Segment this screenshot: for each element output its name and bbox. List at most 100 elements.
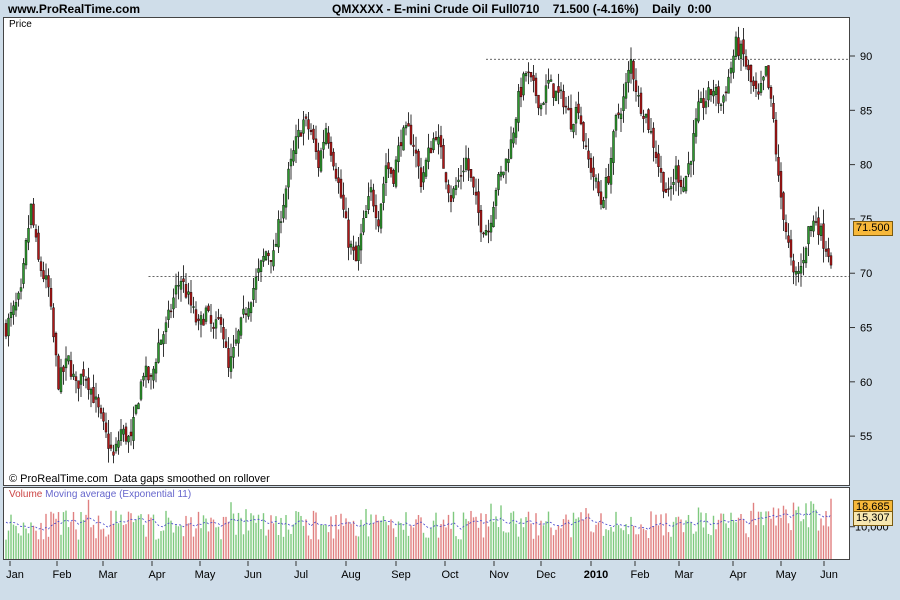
candle-body bbox=[149, 375, 153, 377]
candle-body bbox=[762, 76, 765, 81]
candle-body bbox=[529, 72, 533, 78]
volume-bar bbox=[272, 523, 275, 559]
volume-bar bbox=[757, 511, 760, 559]
volume-bar bbox=[347, 521, 350, 559]
candle-body bbox=[522, 73, 525, 96]
candle-body bbox=[829, 255, 833, 266]
candle-body bbox=[127, 435, 130, 443]
x-tick-label: Nov bbox=[489, 569, 509, 581]
candle-body bbox=[592, 167, 595, 178]
candle-body bbox=[457, 179, 460, 183]
volume-bar bbox=[815, 509, 817, 559]
candle-body bbox=[429, 147, 433, 154]
volume-bar bbox=[795, 510, 797, 559]
candle-body bbox=[42, 270, 45, 280]
volume-bar bbox=[390, 519, 392, 559]
volume-bar bbox=[142, 524, 145, 559]
volume-bar bbox=[742, 519, 745, 559]
candle-body bbox=[684, 176, 688, 192]
candle-body bbox=[292, 150, 295, 162]
volume-bar bbox=[22, 522, 25, 559]
candle-body bbox=[132, 417, 135, 441]
candle-body bbox=[597, 181, 600, 194]
candle-body bbox=[112, 451, 115, 456]
candle-body bbox=[172, 297, 175, 310]
candle-body bbox=[469, 169, 473, 178]
candle-body bbox=[719, 104, 723, 106]
candle-body bbox=[662, 172, 665, 192]
candle-body bbox=[574, 107, 578, 124]
volume-bar bbox=[605, 529, 607, 559]
volume-bar bbox=[777, 508, 780, 559]
candle-body bbox=[579, 115, 583, 125]
candle-body bbox=[824, 248, 828, 252]
candle-body bbox=[472, 176, 475, 188]
volume-bar bbox=[275, 516, 277, 559]
volume-bar bbox=[37, 539, 40, 559]
volume-bar bbox=[455, 536, 457, 559]
candle-body bbox=[409, 124, 413, 145]
candle-body bbox=[809, 226, 813, 231]
volume-bar bbox=[590, 531, 592, 559]
volume-bar bbox=[532, 538, 535, 559]
candle-body bbox=[192, 306, 195, 308]
candle-body bbox=[544, 85, 548, 103]
volume-bar bbox=[372, 523, 375, 559]
candle-body bbox=[239, 317, 243, 336]
candle-body bbox=[419, 167, 423, 188]
candle-body bbox=[624, 82, 628, 99]
volume-bar bbox=[560, 528, 562, 559]
volume-bar bbox=[382, 516, 385, 559]
volume-bar bbox=[62, 512, 65, 559]
candle-body bbox=[799, 265, 803, 274]
candle-body bbox=[604, 177, 608, 199]
volume-bar bbox=[67, 527, 70, 559]
candle-body bbox=[749, 65, 753, 83]
candle-body bbox=[524, 73, 528, 77]
volume-bar bbox=[717, 519, 720, 559]
volume-bar bbox=[160, 531, 162, 559]
volume-bar bbox=[740, 513, 742, 559]
x-tick-label: Feb bbox=[53, 569, 72, 581]
volume-bar bbox=[235, 534, 237, 559]
volume-bar bbox=[170, 520, 172, 559]
candle-body bbox=[357, 245, 360, 261]
volume-bar bbox=[782, 505, 785, 559]
candle-body bbox=[257, 268, 260, 273]
volume-bar bbox=[650, 511, 652, 559]
ema-label: Moving average (Exponential 11) bbox=[42, 489, 192, 500]
candle-body bbox=[162, 334, 165, 345]
x-tick-label: Jan bbox=[6, 569, 24, 581]
candle-body bbox=[37, 232, 40, 260]
candle-body bbox=[289, 158, 293, 167]
candle-body bbox=[69, 360, 73, 377]
candle-body bbox=[384, 165, 388, 183]
candle-body bbox=[279, 221, 283, 223]
candle-body bbox=[479, 209, 483, 233]
candle-body bbox=[387, 162, 390, 170]
volume-bar bbox=[42, 539, 45, 559]
candle-body bbox=[827, 248, 830, 257]
candle-body bbox=[262, 255, 265, 262]
volume-bar bbox=[587, 513, 590, 559]
site-name: www.ProRealTime.com bbox=[8, 2, 141, 16]
volume-bar bbox=[50, 511, 52, 559]
candle-body bbox=[72, 373, 75, 377]
volume-bar bbox=[110, 510, 112, 559]
price-tick-label: 65 bbox=[860, 323, 872, 335]
volume-bar bbox=[675, 517, 677, 559]
volume-bar bbox=[785, 509, 787, 559]
candle-body bbox=[482, 232, 485, 235]
volume-bar bbox=[465, 518, 467, 559]
volume-bar bbox=[732, 519, 735, 559]
candle-body bbox=[364, 211, 368, 218]
volume-bar bbox=[285, 515, 287, 559]
volume-bar bbox=[562, 519, 565, 559]
volume-bar bbox=[672, 521, 675, 559]
candle-body bbox=[437, 136, 440, 145]
candle-body bbox=[569, 108, 573, 130]
last-price-badge: 71.500 bbox=[853, 221, 893, 236]
candle-body bbox=[474, 191, 478, 196]
candle-body bbox=[124, 426, 128, 442]
x-tick-label: Sep bbox=[391, 569, 411, 581]
